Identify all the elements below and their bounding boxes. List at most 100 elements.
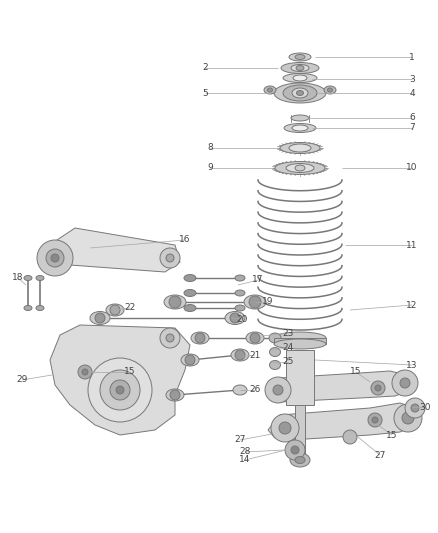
Text: 27: 27: [234, 435, 246, 445]
Circle shape: [405, 398, 425, 418]
Bar: [274, 338, 326, 344]
Circle shape: [279, 422, 291, 434]
Circle shape: [230, 313, 240, 323]
Text: 30: 30: [419, 402, 431, 411]
Ellipse shape: [233, 385, 247, 395]
Ellipse shape: [291, 115, 309, 121]
Circle shape: [195, 333, 205, 343]
Ellipse shape: [292, 125, 308, 131]
Bar: [295, 405, 305, 460]
Ellipse shape: [24, 276, 32, 280]
Ellipse shape: [184, 274, 196, 281]
Circle shape: [166, 334, 174, 342]
Ellipse shape: [295, 456, 305, 464]
Ellipse shape: [284, 124, 316, 133]
Circle shape: [273, 385, 283, 395]
Ellipse shape: [246, 332, 264, 344]
Circle shape: [400, 378, 410, 388]
Ellipse shape: [281, 62, 319, 74]
Circle shape: [371, 381, 385, 395]
Circle shape: [271, 414, 299, 442]
Circle shape: [411, 404, 419, 412]
Ellipse shape: [166, 389, 184, 401]
Text: 20: 20: [237, 314, 247, 324]
Ellipse shape: [269, 348, 280, 357]
Circle shape: [160, 248, 180, 268]
Circle shape: [402, 412, 414, 424]
Ellipse shape: [269, 333, 281, 343]
Polygon shape: [268, 371, 412, 402]
Circle shape: [368, 413, 382, 427]
Text: 3: 3: [409, 75, 415, 84]
Circle shape: [78, 365, 92, 379]
Ellipse shape: [283, 85, 317, 101]
Ellipse shape: [164, 295, 186, 309]
Polygon shape: [45, 228, 180, 272]
Circle shape: [170, 390, 180, 400]
Text: 15: 15: [386, 431, 398, 440]
Polygon shape: [50, 325, 190, 435]
Ellipse shape: [275, 161, 325, 174]
Text: 22: 22: [124, 303, 136, 312]
Ellipse shape: [191, 332, 209, 344]
Circle shape: [250, 333, 260, 343]
Ellipse shape: [295, 165, 305, 171]
Ellipse shape: [290, 453, 310, 467]
Ellipse shape: [184, 304, 196, 311]
Circle shape: [249, 296, 261, 308]
Text: 17: 17: [252, 276, 264, 285]
Circle shape: [37, 240, 73, 276]
Circle shape: [169, 296, 181, 308]
Text: 11: 11: [406, 240, 418, 249]
Circle shape: [265, 377, 291, 403]
Circle shape: [166, 254, 174, 262]
Ellipse shape: [328, 88, 332, 92]
Text: 15: 15: [124, 367, 136, 376]
Ellipse shape: [274, 83, 326, 103]
Ellipse shape: [36, 305, 44, 311]
Circle shape: [185, 355, 195, 365]
Bar: [286, 350, 314, 405]
Text: 14: 14: [239, 456, 251, 464]
Circle shape: [110, 305, 120, 315]
Text: 5: 5: [202, 88, 208, 98]
Ellipse shape: [225, 311, 245, 325]
Ellipse shape: [235, 275, 245, 281]
Text: 15: 15: [350, 367, 362, 376]
Text: 16: 16: [179, 236, 191, 245]
Ellipse shape: [90, 311, 110, 325]
Text: 27: 27: [374, 450, 386, 459]
Ellipse shape: [24, 305, 32, 311]
Text: 1: 1: [409, 52, 415, 61]
Text: 6: 6: [409, 114, 415, 123]
Circle shape: [343, 430, 357, 444]
Text: 7: 7: [409, 124, 415, 133]
Text: 28: 28: [239, 448, 251, 456]
Ellipse shape: [297, 91, 304, 95]
Ellipse shape: [274, 332, 326, 344]
Text: 18: 18: [12, 273, 24, 282]
Ellipse shape: [268, 88, 272, 92]
Ellipse shape: [293, 75, 307, 81]
Circle shape: [394, 404, 422, 432]
Ellipse shape: [291, 64, 309, 71]
Circle shape: [88, 358, 152, 422]
Circle shape: [372, 417, 378, 423]
Circle shape: [116, 386, 124, 394]
Circle shape: [392, 370, 418, 396]
Text: 25: 25: [283, 358, 294, 367]
Text: 12: 12: [406, 301, 418, 310]
Circle shape: [235, 350, 245, 360]
Text: 23: 23: [283, 328, 294, 337]
Circle shape: [160, 328, 180, 348]
Ellipse shape: [280, 142, 320, 154]
Text: 24: 24: [283, 343, 293, 352]
Ellipse shape: [184, 289, 196, 296]
Ellipse shape: [181, 354, 199, 366]
Ellipse shape: [269, 360, 280, 369]
Ellipse shape: [36, 276, 44, 280]
Text: 4: 4: [409, 88, 415, 98]
Ellipse shape: [244, 295, 266, 309]
Polygon shape: [268, 403, 415, 440]
Ellipse shape: [295, 54, 305, 60]
